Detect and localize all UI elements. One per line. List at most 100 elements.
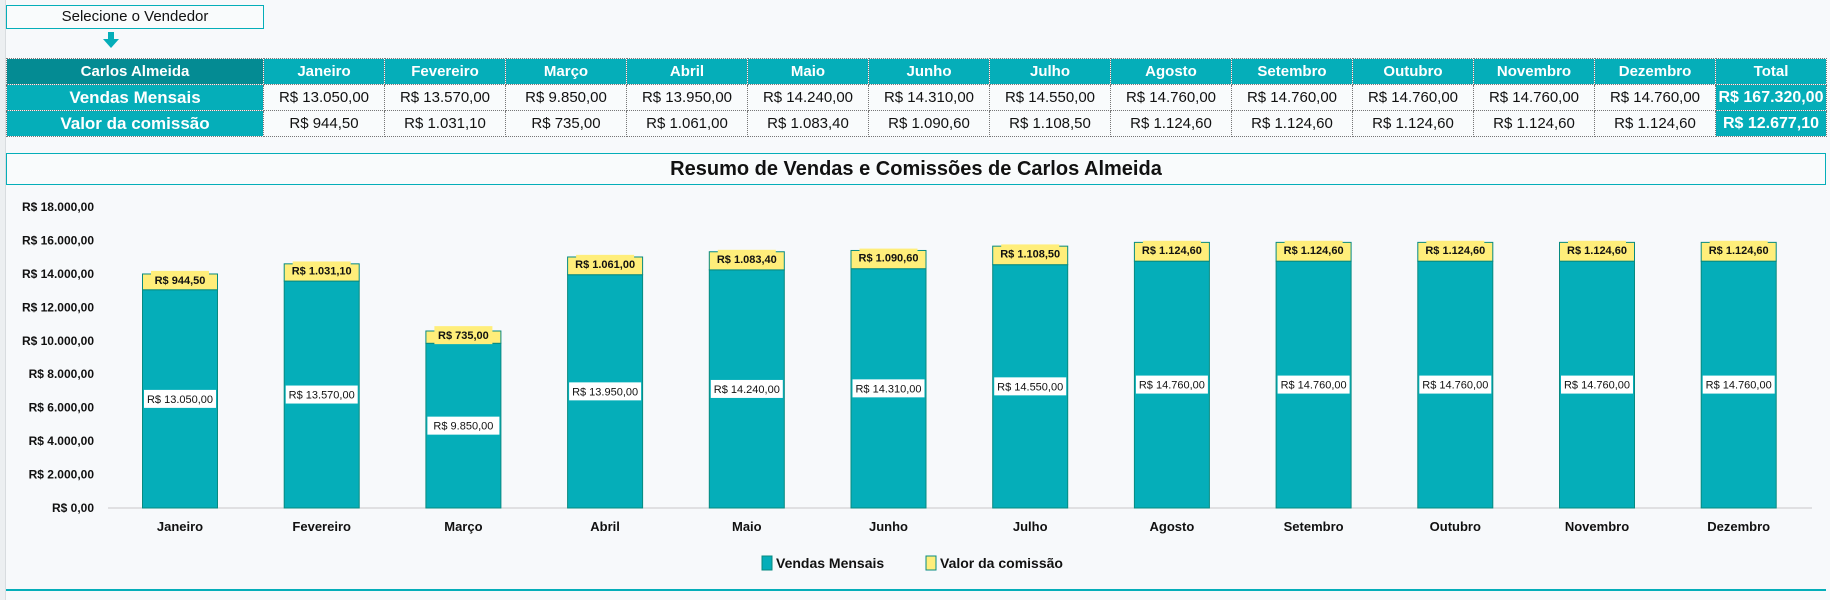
commission-label-box	[1142, 240, 1201, 259]
y-tick-label: R$ 4.000,00	[29, 434, 95, 448]
y-tick-label: R$ 12.000,00	[22, 300, 94, 314]
month-header: Março	[505, 58, 627, 85]
value-cell: R$ 944,50	[263, 110, 385, 137]
x-tick-label: Julho	[1013, 519, 1048, 534]
month-header: Maio	[747, 58, 869, 85]
value-cell: R$ 14.760,00	[1110, 84, 1232, 111]
month-header: Julho	[989, 58, 1111, 85]
sales-data-label: R$ 13.950,00	[572, 386, 638, 398]
chart-title: Resumo de Vendas e Comissões de Carlos A…	[6, 153, 1826, 185]
sales-data-label: R$ 14.760,00	[1281, 380, 1347, 392]
legend-commission-swatch	[925, 555, 937, 571]
month-header: Janeiro	[263, 58, 385, 85]
seller-select-label: Selecione o Vendedor	[6, 5, 264, 29]
sales-data-label: R$ 13.050,00	[147, 394, 213, 406]
sales-label-box	[1135, 375, 1208, 394]
sales-label-box	[1419, 375, 1492, 394]
x-tick-label: Dezembro	[1707, 519, 1770, 534]
x-tick-label: Fevereiro	[292, 519, 351, 534]
value-cell: R$ 14.760,00	[1352, 84, 1474, 111]
y-tick-label: R$ 16.000,00	[22, 233, 94, 247]
commission-data-label: R$ 1.124,60	[1284, 245, 1344, 257]
y-tick-label: R$ 18.000,00	[22, 200, 94, 214]
value-cell: R$ 1.124,60	[1231, 110, 1353, 137]
month-header: Setembro	[1231, 58, 1353, 85]
month-header: Abril	[626, 58, 748, 85]
sales-label-box	[994, 377, 1067, 396]
commission-data-label: R$ 1.124,60	[1425, 245, 1485, 257]
sales-label-box	[569, 382, 642, 401]
arrow-down-icon	[103, 32, 119, 48]
commission-data-label: R$ 944,50	[155, 275, 206, 287]
month-header: Junho	[868, 58, 990, 85]
sales-label-box	[1561, 375, 1633, 394]
commission-label-box	[1568, 240, 1626, 259]
x-tick-label: Outubro	[1430, 519, 1481, 534]
commission-label-box	[859, 248, 918, 267]
commission-data-label: R$ 1.124,60	[1142, 245, 1202, 257]
value-cell: R$ 14.310,00	[868, 84, 990, 111]
y-tick-label: R$ 6.000,00	[29, 401, 95, 415]
value-cell: R$ 1.031,10	[384, 110, 506, 137]
seller-dropdown[interactable]: Carlos Almeida▼	[6, 58, 264, 85]
value-cell: R$ 14.240,00	[747, 84, 869, 111]
commission-data-label: R$ 1.124,60	[1567, 245, 1627, 257]
x-tick-label: Março	[444, 519, 482, 534]
sales-data-label: R$ 14.760,00	[1706, 380, 1772, 392]
value-cell: R$ 1.124,60	[1352, 110, 1474, 137]
value-cell: R$ 1.083,40	[747, 110, 869, 137]
commission-label-box	[1284, 240, 1343, 259]
value-cell: R$ 13.570,00	[384, 84, 506, 111]
y-tick-label: R$ 14.000,00	[22, 267, 94, 281]
sales-data-label: R$ 14.760,00	[1422, 380, 1488, 392]
value-cell: R$ 14.760,00	[1231, 84, 1353, 111]
commission-data-label: R$ 1.090,60	[859, 253, 919, 265]
value-cell: R$ 14.760,00	[1473, 84, 1595, 111]
month-header: Outubro	[1352, 58, 1474, 85]
value-cell: R$ 14.760,00	[1594, 84, 1716, 111]
row-label: Vendas Mensais	[6, 84, 264, 111]
commission-data-label: R$ 1.124,60	[1709, 245, 1769, 257]
commission-label-box	[434, 326, 493, 345]
value-cell: R$ 1.061,00	[626, 110, 748, 137]
commission-label-box	[576, 254, 635, 273]
x-tick-label: Junho	[869, 519, 908, 534]
value-cell: R$ 13.950,00	[626, 84, 748, 111]
selected-seller: Carlos Almeida	[80, 63, 190, 80]
table-row: Vendas Mensais R$ 13.050,00 R$ 13.570,00 R$…	[6, 84, 1827, 111]
sales-data-label: R$ 14.240,00	[714, 384, 780, 396]
sales-data-label: R$ 14.760,00	[1564, 380, 1630, 392]
legend-sales-label: Vendas Mensais	[776, 555, 884, 571]
stacked-bar-chart: R$ 0,00 R$ 2.000,00 R$ 4.000,00 R$ 6.000,00…	[22, 200, 1812, 571]
x-tick-label: Setembro	[1284, 519, 1344, 534]
commission-label-box	[292, 261, 351, 280]
value-cell: R$ 735,00	[505, 110, 627, 137]
y-tick-label: R$ 0,00	[52, 501, 94, 515]
x-tick-label: Maio	[732, 519, 762, 534]
legend-commission-label: Valor da comissão	[940, 555, 1063, 571]
y-tick-label: R$ 2.000,00	[29, 468, 95, 482]
value-cell: R$ 1.108,50	[989, 110, 1111, 137]
legend-sales-swatch	[761, 555, 773, 571]
sales-table: Carlos Almeida▼ JaneiroFevereiroMarçoAbr…	[6, 58, 1827, 137]
sales-label-box	[144, 389, 216, 408]
sales-label-box	[1277, 375, 1350, 394]
x-tick-label: Agosto	[1150, 519, 1195, 534]
sales-label-box	[852, 379, 925, 398]
value-cell: R$ 1.090,60	[868, 110, 990, 137]
value-cell: R$ 14.550,00	[989, 84, 1111, 111]
y-tick-label: R$ 10.000,00	[22, 334, 94, 348]
commission-data-label: R$ 1.083,40	[717, 254, 777, 266]
sales-label-box	[710, 379, 783, 398]
sales-label-box	[427, 416, 500, 435]
value-cell: R$ 13.050,00	[263, 84, 385, 111]
total-header: Total	[1715, 58, 1827, 85]
table-row: Valor da comissão R$ 944,50 R$ 1.031,10 R$ …	[6, 110, 1827, 137]
row-label: Valor da comissão	[6, 110, 264, 137]
sales-data-label: R$ 13.570,00	[289, 390, 355, 402]
value-cell: R$ 1.124,60	[1594, 110, 1716, 137]
sales-data-label: R$ 9.850,00	[433, 421, 493, 433]
commission-label-box	[1709, 240, 1768, 259]
commission-data-label: R$ 735,00	[438, 330, 489, 342]
table-header-row: Carlos Almeida▼ JaneiroFevereiroMarçoAbr…	[6, 58, 1827, 85]
